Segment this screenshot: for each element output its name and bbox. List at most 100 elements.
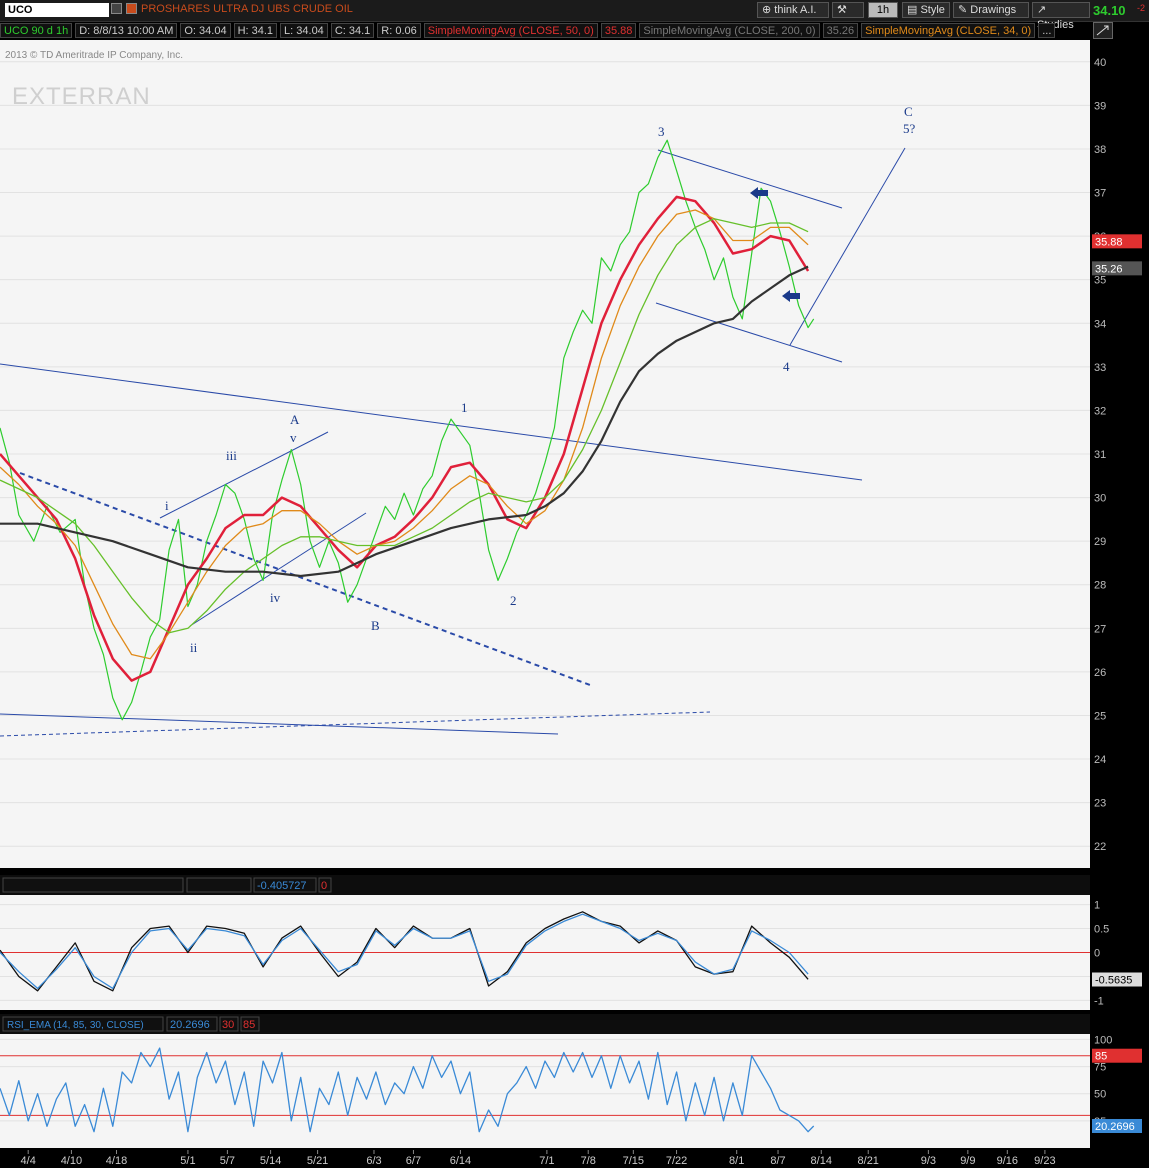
interval-button[interactable]: 1h bbox=[868, 2, 898, 18]
toolbar: UCO PROSHARES ULTRA DJ UBS CRUDE OIL ⊕ t… bbox=[0, 0, 1149, 31]
wave-label-3: 3 bbox=[658, 124, 665, 139]
oscillator-panel: -0.405727 0 10.50-0.5-1-0.5635 bbox=[0, 875, 1142, 1010]
sma34-label[interactable]: SimpleMovingAvg (CLOSE, 34, 0) bbox=[861, 23, 1036, 38]
chart-id[interactable]: UCO 90 d 1h bbox=[0, 23, 73, 38]
y-tick-label: 30 bbox=[1094, 493, 1106, 505]
rsi-readout3-box bbox=[240, 1016, 260, 1032]
wave-label-A: A bbox=[290, 412, 300, 427]
chart-header: UCO 90 d 1h D: 8/8/13 10:00 AM O: 34.04 … bbox=[0, 22, 1090, 39]
y-tick-label: 1 bbox=[1094, 900, 1100, 912]
bar-open: O: 34.04 bbox=[180, 23, 231, 38]
drawing-tools-button[interactable]: ⚒ bbox=[832, 2, 864, 18]
y-tick-label: 31 bbox=[1094, 449, 1106, 461]
rsi-axis: 1007550258520.2696 bbox=[1092, 1034, 1142, 1133]
wave-label-v: v bbox=[290, 430, 297, 445]
bar-date: D: 8/8/13 10:00 AM bbox=[75, 23, 178, 38]
symbol-input[interactable]: UCO bbox=[5, 3, 109, 17]
y-tick-label: 100 bbox=[1094, 1034, 1112, 1046]
x-tick-label: 9/16 bbox=[997, 1155, 1018, 1167]
series-rsi bbox=[0, 1047, 815, 1133]
y-tick-label: 32 bbox=[1094, 405, 1106, 417]
flag-upper bbox=[657, 149, 843, 209]
y-tick-label: 37 bbox=[1094, 188, 1106, 200]
price-tag-0: 85 bbox=[1095, 1051, 1107, 1063]
osc-readout-box bbox=[253, 877, 317, 893]
osc-readout2: 0 bbox=[321, 880, 327, 892]
price-tag-bg-1 bbox=[1092, 261, 1142, 276]
rsi-plot-bg bbox=[0, 1034, 1090, 1148]
x-tick-label: 6/3 bbox=[366, 1155, 381, 1167]
osc-readout: -0.405727 bbox=[257, 880, 307, 892]
x-tick-label: 8/1 bbox=[729, 1155, 744, 1167]
price-tag-bg-1 bbox=[1092, 1118, 1142, 1133]
y-tick-label: 33 bbox=[1094, 362, 1106, 374]
channel-lower bbox=[189, 512, 367, 627]
y-tick-label: 0.5 bbox=[1094, 924, 1109, 936]
sma50-value: 35.88 bbox=[600, 23, 637, 38]
price-tag-bg-0 bbox=[1092, 972, 1142, 987]
rsi-readout2-box bbox=[219, 1016, 239, 1032]
y-tick-label: 34 bbox=[1094, 318, 1106, 330]
series-price bbox=[0, 139, 815, 721]
studies-button[interactable]: ↗ Studies bbox=[1032, 2, 1090, 31]
pencil-icon: ✎ bbox=[958, 4, 971, 16]
link-icon[interactable] bbox=[126, 3, 137, 14]
x-tick-label: 7/15 bbox=[623, 1155, 644, 1167]
rsi-series bbox=[0, 1047, 815, 1133]
y-tick-label: 23 bbox=[1094, 798, 1106, 810]
x-tick-label: 4/4 bbox=[21, 1155, 36, 1167]
y-tick-label: 22 bbox=[1094, 841, 1106, 853]
y-tick-label: 40 bbox=[1094, 57, 1106, 69]
wave-label-1: 1 bbox=[461, 400, 468, 415]
chart-settings-button[interactable] bbox=[1093, 22, 1113, 39]
watermark-logo: EXTERRAN bbox=[12, 83, 151, 110]
price-tag-1: 35.26 bbox=[1095, 263, 1123, 275]
arrow-markers bbox=[750, 187, 800, 302]
price-series bbox=[0, 139, 815, 721]
price-tag-0: -0.5635 bbox=[1095, 975, 1132, 987]
arrow-lower-icon bbox=[782, 290, 800, 302]
rsi-title-box[interactable] bbox=[2, 1016, 164, 1032]
x-tick-label: 5/1 bbox=[180, 1155, 195, 1167]
rsi-panel: RSI_EMA (14, 85, 30, CLOSE) 20.2696 30 8… bbox=[0, 1014, 1142, 1148]
y-tick-label: -1 bbox=[1094, 995, 1104, 1007]
more-studies[interactable]: ... bbox=[1038, 23, 1056, 38]
y-tick-label: 29 bbox=[1094, 536, 1106, 548]
trendline-long-top bbox=[0, 363, 863, 481]
rsi-title: RSI_EMA (14, 85, 30, CLOSE) bbox=[7, 1020, 144, 1031]
osc-series bbox=[0, 911, 809, 992]
magnifier-icon: ⊕ bbox=[762, 4, 775, 16]
symbol-dropdown-icon[interactable] bbox=[111, 3, 122, 14]
x-tick-label: 9/3 bbox=[921, 1155, 936, 1167]
price-tag-0: 35.88 bbox=[1095, 236, 1123, 248]
rsi-readout2: 30 bbox=[222, 1019, 234, 1031]
sma200-label[interactable]: SimpleMovingAvg (CLOSE, 200, 0) bbox=[639, 23, 820, 38]
osc-blank-box bbox=[186, 877, 252, 893]
osc-readout2-box bbox=[318, 877, 332, 893]
drawings-button[interactable]: ✎ Drawings bbox=[953, 2, 1029, 18]
y-tick-label: 35 bbox=[1094, 275, 1106, 287]
last-price: 34.10 bbox=[1093, 3, 1126, 18]
price-tag-1: 20.2696 bbox=[1095, 1121, 1135, 1133]
x-tick-label: 5/21 bbox=[307, 1155, 328, 1167]
rsi-readout3: 85 bbox=[243, 1019, 255, 1031]
think-ai-button[interactable]: ⊕ think A.I. bbox=[757, 2, 829, 18]
osc-title-box[interactable] bbox=[2, 877, 184, 893]
style-button[interactable]: ▤ Style bbox=[902, 2, 950, 18]
wave-label-iii: iii bbox=[226, 448, 237, 463]
studies-icon: ↗ bbox=[1037, 4, 1047, 16]
style-icon: ▤ bbox=[907, 4, 921, 16]
product-name: PROSHARES ULTRA DJ UBS CRUDE OIL bbox=[141, 3, 353, 15]
sma50-label[interactable]: SimpleMovingAvg (CLOSE, 50, 0) bbox=[423, 23, 598, 38]
time-axis: 4/4 4/10 4/18 5/1 5/7 5/14 5/21 6/3 6/7 6/14 7/1 7/… bbox=[0, 1150, 1149, 1168]
y-tick-label: 28 bbox=[1094, 580, 1106, 592]
arrow-upper-icon bbox=[750, 187, 768, 199]
copyright-text: 2013 © TD Ameritrade IP Company, Inc. bbox=[5, 50, 183, 61]
wave-label-ii: ii bbox=[190, 640, 198, 655]
x-tick-label: 8/21 bbox=[858, 1155, 879, 1167]
last-change: -2 bbox=[1137, 3, 1146, 13]
time-axis-ticks: 4/4 4/10 4/18 5/1 5/7 5/14 5/21 6/3 6/7 6/14 7/1 7/… bbox=[21, 1150, 1056, 1167]
wave-label-iv: iv bbox=[270, 590, 281, 605]
y-tick-label: 27 bbox=[1094, 623, 1106, 635]
bar-range: R: 0.06 bbox=[377, 23, 421, 38]
